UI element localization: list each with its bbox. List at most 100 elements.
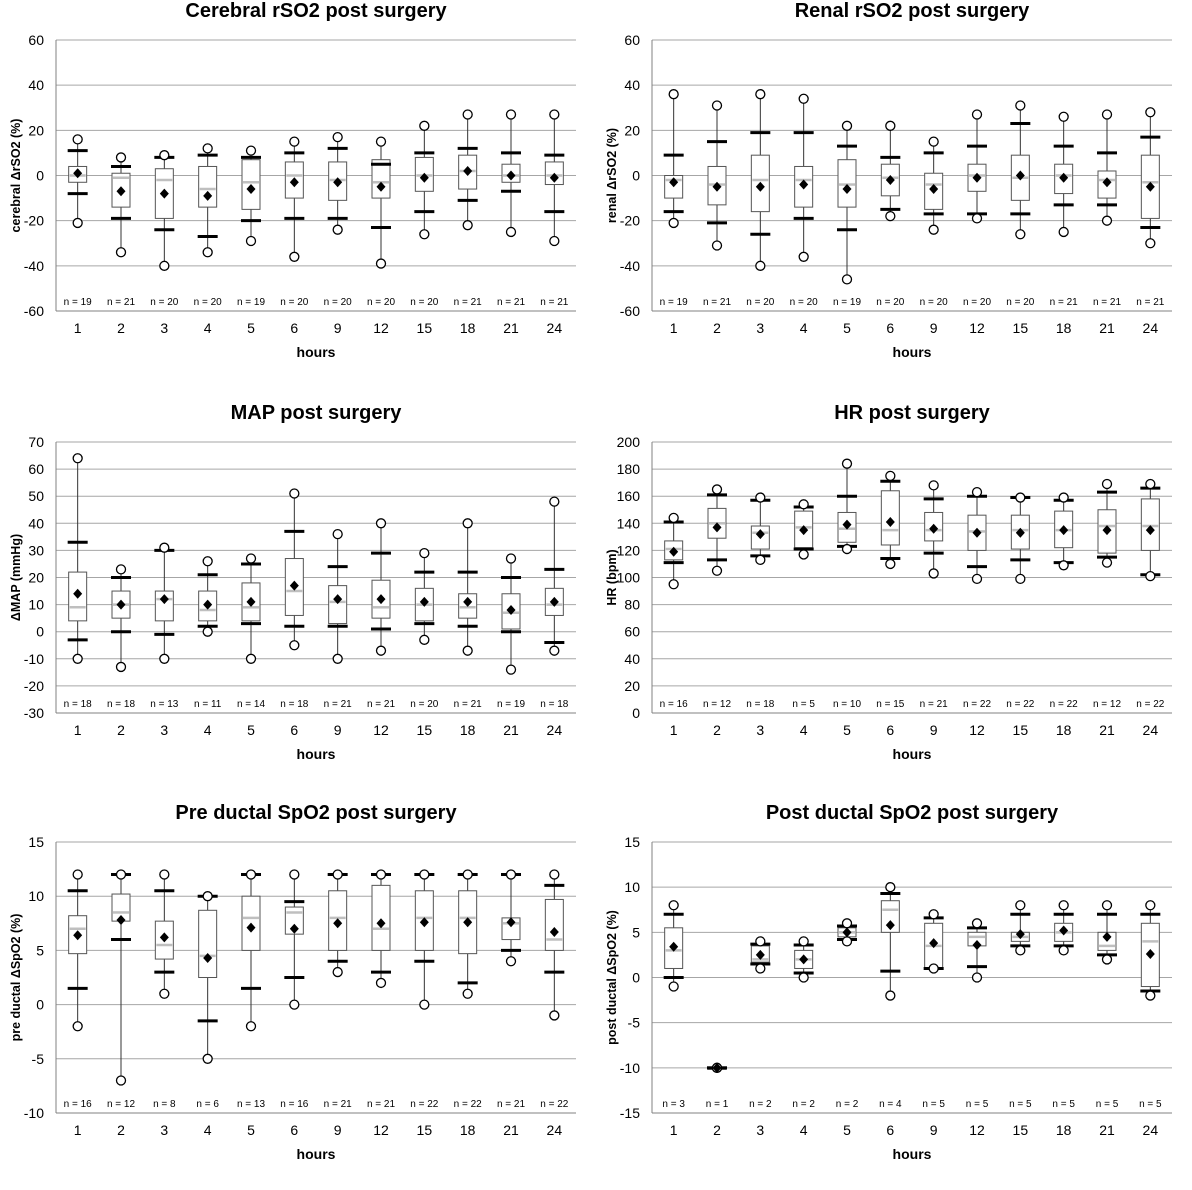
max-outlier [549,869,560,880]
chart-title: Renal rSO2 post surgery [795,0,1030,22]
max-outlier [245,869,257,880]
y-tick-label: -10 [24,651,44,667]
x-tick-label: 9 [334,1122,342,1138]
n-label: n = 22 [1006,699,1035,710]
x-tick-label: 3 [160,1122,168,1138]
mean-marker [885,175,895,186]
min-outlier [971,573,983,585]
n-label: n = 5 [1139,1099,1162,1110]
max-outlier [332,131,343,143]
y-axis-label: pre ductal ΔSpO2 (%) [9,914,23,1042]
iqr-box [371,159,391,199]
max-outlier [549,496,560,507]
x-tick-label: 4 [204,1122,212,1138]
iqr-box [371,884,391,951]
y-tick-label: 0 [36,997,44,1013]
min-outlier [798,251,809,262]
max-outlier [755,492,766,503]
x-tick-label: 6 [886,1122,894,1138]
n-label: n = 19 [237,297,266,308]
max-outlier [159,150,170,161]
chart-title: MAP post surgery [231,402,403,424]
n-label: n = 21 [920,699,949,710]
n-label: n = 22 [454,1099,483,1110]
box-group [663,900,684,992]
mean-marker [159,594,169,605]
mean-marker [506,917,516,928]
mean-marker [712,1062,722,1073]
y-tick-label: 200 [617,434,641,450]
y-tick-label: 20 [28,122,44,138]
x-tick-label: 2 [117,722,125,738]
mean-marker [842,519,852,530]
mean-marker [203,190,213,201]
n-label: n = 21 [367,1099,396,1110]
min-outlier [375,258,387,269]
x-axis-label: hours [893,746,932,762]
mean-marker [842,927,852,938]
n-label: n = 20 [410,699,439,710]
y-tick-label: -30 [24,705,44,721]
max-outlier [1145,900,1156,911]
min-outlier [928,224,939,235]
x-tick-label: 6 [886,320,894,336]
x-tick-label: 6 [886,722,894,738]
min-outlier [245,1021,257,1032]
n-label: n = 5 [922,1099,945,1110]
n-label: n = 21 [107,297,136,308]
box-group [327,131,348,235]
y-tick-label: -20 [620,213,640,229]
min-outlier [841,936,853,947]
x-tick-label: 9 [930,1122,938,1138]
mean-marker [506,605,516,616]
n-label: n = 5 [792,699,815,710]
x-tick-label: 18 [460,722,476,738]
x-tick-label: 24 [547,722,563,738]
max-outlier [885,470,896,482]
max-outlier [668,89,679,100]
box-group [837,120,857,285]
n-label: n = 21 [1136,297,1165,308]
n-label: n = 20 [367,297,396,308]
x-tick-label: 5 [843,722,851,738]
box-group [707,1062,727,1073]
mean-marker [376,918,386,929]
min-outlier [202,247,213,258]
chart-pre-ductal-spo2: Pre ductal SpO2 post surgery -10 -5 0 5 10 15 1… [0,802,596,1190]
n-label: n = 14 [237,699,266,710]
box-group [241,869,261,1032]
x-tick-label: 21 [503,722,519,738]
n-label: n = 21 [497,1099,526,1110]
box-group [1140,107,1161,249]
max-outlier [1101,109,1113,120]
mean-marker [463,165,473,176]
chart-map: MAP post surgery -30 -20 -10 0 10 20 30 40 50 60 70… [0,402,596,790]
min-outlier [1058,560,1069,571]
chart-hr: HR post surgery 0 20 40 60 80 100 120 140 160 180 2… [596,402,1192,790]
x-tick-label: 21 [503,320,519,336]
y-tick-label: -10 [620,1060,640,1076]
box-group [1140,478,1161,582]
max-outlier [115,564,127,575]
n-label: n = 20 [280,297,309,308]
mean-marker [799,179,809,190]
n-label: n = 22 [1136,699,1165,710]
box-group [241,553,261,664]
box-group [967,918,987,983]
min-outlier [1058,226,1069,238]
x-tick-label: 15 [417,1122,433,1138]
n-label: n = 16 [660,699,689,710]
n-label: n = 13 [237,1099,266,1110]
x-tick-label: 1 [670,722,678,738]
min-outlier [419,634,430,645]
x-tick-label: 21 [1099,722,1115,738]
min-outlier [711,240,723,251]
x-tick-label: 21 [1099,320,1115,336]
x-tick-label: 9 [334,722,342,738]
n-label: n = 20 [920,297,949,308]
max-outlier [419,547,430,559]
min-outlier [928,568,939,579]
box-group [457,109,478,231]
box-group [1097,109,1117,226]
mean-marker [755,529,765,540]
